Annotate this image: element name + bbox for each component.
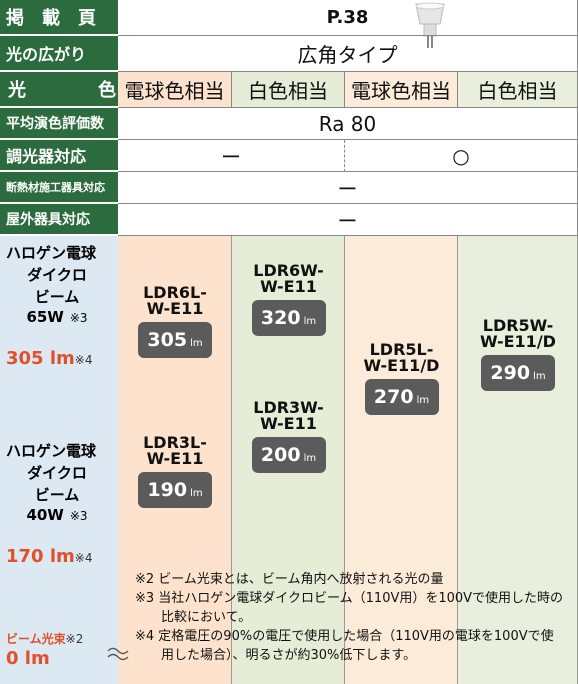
model-name: LDR5W- [482, 316, 554, 335]
lamp-name: ハロゲン電球 [6, 442, 97, 460]
model-name: LDR3L- [143, 433, 207, 452]
lamp-name: ビーム [34, 486, 80, 504]
cell: 白色相当 [458, 72, 578, 108]
lamp-lumen: 170 lm※4 [6, 546, 93, 567]
lumen-value: 200 [260, 444, 301, 466]
footnote: ※4 定格電圧の90%の電圧で使用した場合（110V用の電球を100Vで使用した… [135, 629, 554, 663]
row-label: 光の広がり [0, 36, 118, 72]
lumen-unit: lm [303, 316, 317, 327]
column [118, 236, 232, 684]
row-label: 掲 載 頁 [0, 0, 118, 36]
lumen-note: ※4 [74, 353, 93, 367]
lumen-badge: 290 lm [481, 355, 555, 391]
lamp-note: ※3 [69, 509, 88, 523]
break-mark [107, 647, 129, 661]
lamp-area [0, 236, 118, 684]
row-label: 断熱材施工器具対応 [0, 172, 118, 204]
column [345, 236, 458, 684]
lamp-name: ダイクロ [27, 266, 87, 284]
cell: ー [118, 140, 345, 172]
model-name: W-E11/D [363, 356, 440, 375]
lumen-value: 290 [490, 362, 531, 384]
model-name: LDR6L- [143, 283, 207, 302]
lumen-value: 305 [147, 329, 188, 351]
row-label: 屋外器具対応 [0, 204, 118, 236]
model-name: W-E11 [260, 277, 317, 296]
column [458, 236, 578, 684]
lumen-unit: lm [416, 395, 430, 406]
lamp-name: 65W ※3 [26, 308, 88, 326]
cell: ー [118, 172, 578, 204]
lumen-badge: 270 lm [364, 379, 439, 415]
model-name: W-E11/D [480, 332, 556, 351]
model-name: LDR5L- [369, 340, 434, 359]
model-name: W-E11 [260, 414, 317, 433]
lumen-badge: 320 lm [251, 300, 326, 336]
lumen-badge: 305 lm [138, 322, 212, 358]
lumen-note: ※4 [74, 551, 93, 565]
footnote: ※2 ビーム光束とは、ビーム角内へ放射される光の量 [135, 572, 444, 587]
cell: 広角タイプ [118, 36, 578, 72]
beam-zero: 0 lm [6, 648, 50, 669]
lamp-lumen: 305 lm※4 [6, 348, 93, 369]
row-label: 平均演色評価数 [0, 108, 118, 140]
model-name: W-E11 [146, 299, 204, 318]
lumen-unit: lm [190, 338, 203, 349]
cell: 電球色相当 [118, 72, 232, 108]
model-name: LDR6W- [253, 261, 324, 280]
lumen-badge: 200 lm [251, 437, 326, 473]
lamp-name: ダイクロ [27, 464, 87, 482]
cell: Ra 80 [118, 108, 578, 140]
lumen-unit: lm [190, 488, 203, 499]
beam-note: ※2 [65, 632, 84, 646]
cell: ○ [345, 140, 578, 172]
lumen-badge: 190 lm [138, 472, 212, 508]
cell: ー [118, 204, 578, 236]
footnote: ※3 当社ハロゲン電球ダイクロビーム（110V用）を100Vで使用した時の比較に… [135, 591, 564, 625]
lamp-name: ハロゲン電球 [6, 244, 97, 262]
cell: 白色相当 [232, 72, 345, 108]
lumen-value: 270 [373, 386, 414, 408]
lamp-note: ※3 [69, 311, 88, 325]
cell: 電球色相当 [345, 72, 458, 108]
model-name: W-E11 [146, 449, 204, 468]
cell: P.38 [118, 0, 578, 36]
lamp-name: 40W ※3 [26, 506, 88, 524]
lamp-name: ビーム [34, 288, 80, 306]
row-label: 光 色 [0, 72, 118, 108]
lumen-value: 190 [147, 479, 188, 501]
lumen-unit: lm [533, 371, 546, 382]
lumen-unit: lm [303, 453, 317, 464]
beam-label: ビーム光束※2 [6, 632, 84, 646]
lumen-value: 320 [260, 307, 301, 329]
lamp-photo [415, 2, 445, 48]
row-label: 調光器対応 [0, 140, 118, 172]
model-name: LDR3W- [253, 398, 324, 417]
